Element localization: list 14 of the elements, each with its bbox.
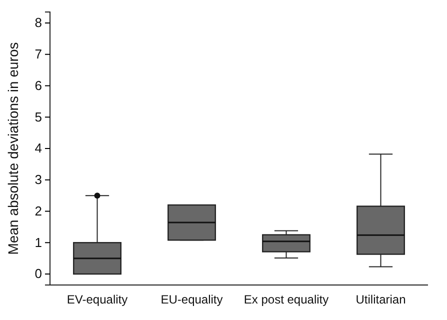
y-tick-label: 3 xyxy=(34,172,42,188)
x-tick-label: EV-equality xyxy=(66,292,128,307)
y-tick-label: 5 xyxy=(34,109,42,124)
y-tick-label: 2 xyxy=(34,203,42,218)
y-tick-label: 0 xyxy=(34,266,42,282)
y-axis-title: Mean absolute deviations in euros xyxy=(5,42,21,255)
y-tick-label: 4 xyxy=(34,140,42,156)
y-tick-label: 6 xyxy=(34,78,42,93)
y-tick-label: 8 xyxy=(34,15,42,30)
y-tick-label: 1 xyxy=(34,234,42,250)
x-tick-label: Ex post equality xyxy=(244,292,329,307)
x-tick-label: Utilitarian xyxy=(356,292,406,307)
y-tick-label: 7 xyxy=(34,46,42,62)
x-tick-label: EU-equality xyxy=(160,292,223,307)
